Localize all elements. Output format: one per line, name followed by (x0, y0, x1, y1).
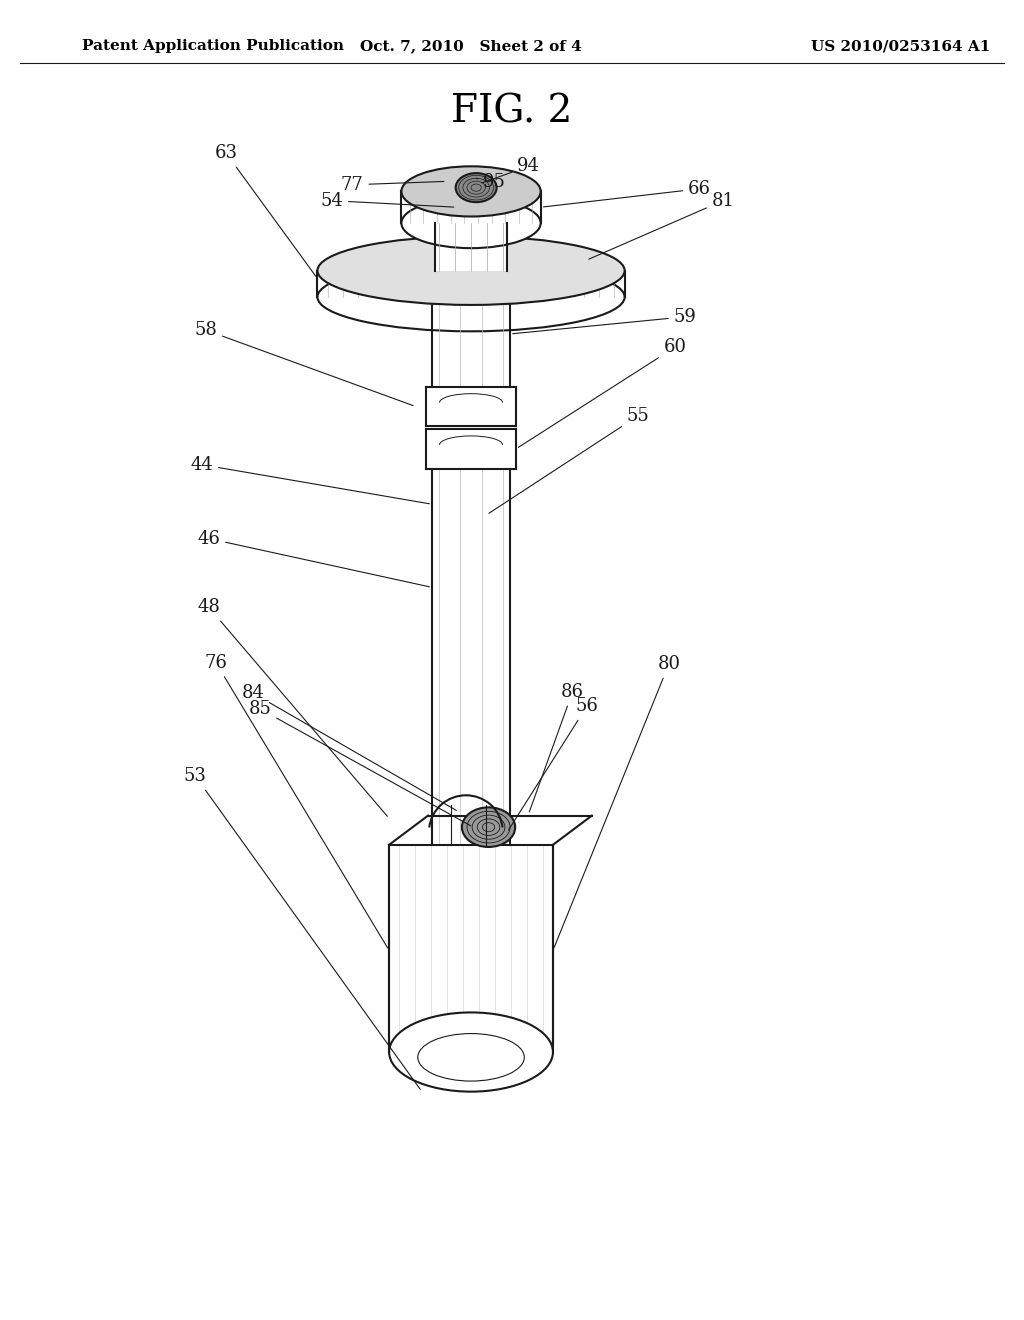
FancyBboxPatch shape (432, 469, 510, 845)
Text: Oct. 7, 2010   Sheet 2 of 4: Oct. 7, 2010 Sheet 2 of 4 (360, 40, 582, 53)
Text: 59: 59 (513, 308, 696, 334)
FancyBboxPatch shape (426, 387, 516, 426)
Text: FIG. 2: FIG. 2 (452, 94, 572, 131)
Text: 56: 56 (509, 697, 598, 830)
Text: 86: 86 (529, 682, 584, 812)
Text: 48: 48 (198, 598, 387, 816)
Text: 44: 44 (190, 455, 429, 504)
Ellipse shape (401, 198, 541, 248)
Text: 85: 85 (249, 700, 471, 826)
Ellipse shape (401, 166, 541, 216)
Text: 77: 77 (341, 176, 443, 194)
Text: 63: 63 (215, 144, 315, 276)
Ellipse shape (456, 173, 497, 202)
Text: 84: 84 (242, 684, 457, 810)
Text: 76: 76 (205, 653, 388, 948)
Text: 55: 55 (488, 407, 649, 513)
Text: 66: 66 (544, 180, 711, 207)
Text: 95: 95 (476, 173, 506, 191)
FancyBboxPatch shape (426, 429, 516, 469)
Ellipse shape (389, 1012, 553, 1092)
Text: US 2010/0253164 A1: US 2010/0253164 A1 (811, 40, 991, 53)
Ellipse shape (317, 263, 625, 331)
Text: 94: 94 (482, 157, 540, 183)
Text: Patent Application Publication: Patent Application Publication (82, 40, 344, 53)
FancyBboxPatch shape (435, 223, 507, 271)
Ellipse shape (462, 808, 515, 847)
Text: 53: 53 (184, 767, 420, 1089)
Text: 58: 58 (195, 321, 413, 405)
Text: 81: 81 (589, 191, 734, 259)
Ellipse shape (418, 1034, 524, 1081)
Text: 46: 46 (198, 529, 429, 587)
Text: 60: 60 (518, 338, 686, 447)
Ellipse shape (317, 236, 625, 305)
Text: 54: 54 (321, 191, 454, 210)
FancyBboxPatch shape (432, 297, 510, 387)
Text: 80: 80 (554, 655, 680, 948)
